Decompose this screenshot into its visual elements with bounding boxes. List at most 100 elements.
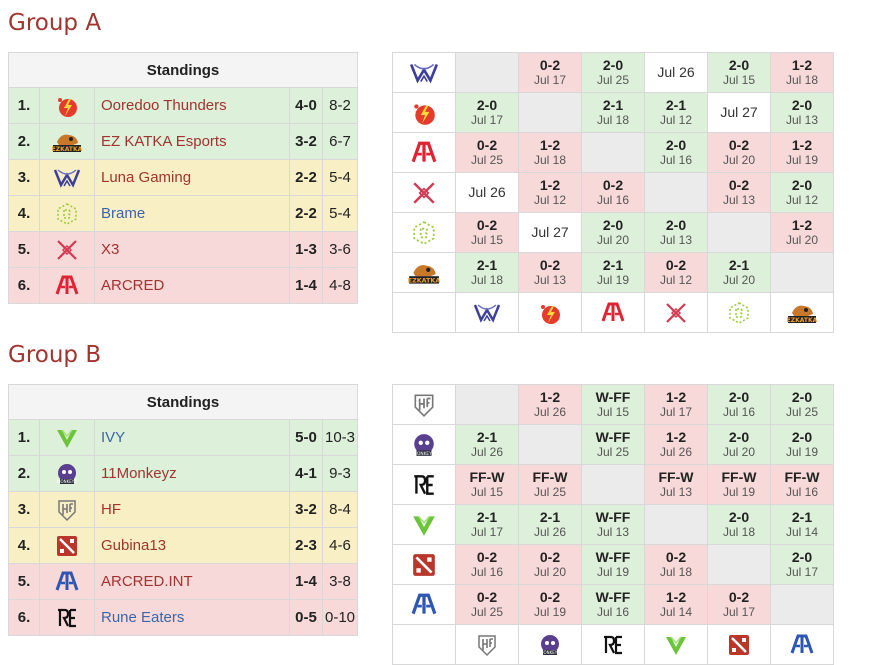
team-link[interactable]: Luna Gaming: [101, 169, 192, 186]
crosstable-row: 0-2 Jul 17 2-0 Jul 25 Jul 26 2-0 Jul 15 1-2 Jul …: [392, 52, 834, 93]
hf-logo-icon: [411, 393, 437, 417]
match-date: Jul 16: [785, 485, 819, 499]
match-result-cell: W-FF Jul 16: [581, 584, 645, 625]
game-score: 5-4: [322, 159, 358, 196]
team-logo-cell: [39, 231, 95, 268]
match-score: 0-2: [476, 137, 498, 153]
team-link[interactable]: IVY: [101, 429, 126, 446]
column-team-logo: [455, 292, 519, 333]
match-result-cell: 1-2 Jul 20: [770, 212, 834, 253]
match-score: 2-2: [289, 159, 323, 196]
rank: 3.: [8, 491, 40, 528]
match-result-cell: 1-2 Jul 26: [518, 384, 582, 425]
match-result-cell: 2-0 Jul 20: [581, 212, 645, 253]
svg-text:MONKEYZ: MONKEYZ: [413, 450, 435, 456]
match-date: Jul 13: [659, 233, 693, 247]
match-date: Jul 12: [659, 273, 693, 287]
match-date: Jul 19: [785, 445, 819, 459]
match-date: Jul 26: [657, 63, 695, 80]
rank: 3.: [8, 159, 40, 196]
hf-logo-icon: [55, 499, 79, 521]
team-logo-cell: [39, 527, 95, 564]
upcoming-match-cell: Jul 27: [707, 92, 771, 133]
standings-row: 3. Luna Gaming 2-2 5-4: [8, 159, 358, 196]
match-date: Jul 26: [470, 445, 504, 459]
luna-logo-icon: [408, 63, 440, 83]
crosstable-row: 2-1 Jul 17 2-1 Jul 26 W-FF Jul 13 2-0 Jul 18 2-1…: [392, 504, 834, 545]
empty-cell: [707, 544, 771, 585]
match-score: FF-W: [532, 469, 568, 485]
team-link[interactable]: X3: [101, 241, 120, 258]
match-result-cell: 1-2 Jul 14: [644, 584, 708, 625]
group-b-title: Group B: [8, 342, 102, 368]
match-score: 2-0: [791, 389, 813, 405]
match-result-cell: 2-0 Jul 13: [644, 212, 708, 253]
team-link[interactable]: Gubina13: [101, 537, 167, 554]
empty-cell: [581, 464, 645, 505]
rank: 5.: [8, 231, 40, 268]
rank: 6.: [8, 599, 40, 636]
standings-row: 3. HF 3-2 8-4: [8, 491, 358, 528]
crosstable-column-header-row: MONKEYZ: [392, 624, 834, 665]
crosstable-row: 2-0 Jul 17 2-1 Jul 18 2-1 Jul 12 Jul 27 2-0 Jul …: [392, 92, 834, 133]
rank: 1.: [8, 87, 40, 124]
row-team-logo: MONKEYZ: [392, 424, 456, 465]
match-score: 2-1: [791, 509, 813, 525]
match-date: Jul 20: [596, 233, 630, 247]
svg-text:EZKATKA: EZKATKA: [52, 146, 83, 153]
group-a-standings-table: Standings 1. Ooredoo Thunders 4-0 8-2 2. EZKA…: [8, 52, 358, 304]
match-result-cell: 2-0 Jul 15: [707, 52, 771, 93]
rank: 4.: [8, 527, 40, 564]
match-score: 2-1: [476, 257, 498, 273]
crosstable-row: 0-2 Jul 25 1-2 Jul 18 2-0 Jul 16 0-2 Jul 20 1-2 J…: [392, 132, 834, 173]
match-score: 0-2: [665, 257, 687, 273]
team-link[interactable]: ARCRED: [101, 277, 165, 294]
match-score: W-FF: [595, 509, 631, 525]
match-result-cell: 2-0 Jul 13: [770, 92, 834, 133]
match-result-cell: 0-2 Jul 17: [518, 52, 582, 93]
match-score: 3-2: [289, 123, 323, 160]
match-date: Jul 26: [468, 183, 506, 200]
match-result-cell: 2-0 Jul 12: [770, 172, 834, 213]
match-result-cell: 2-1 Jul 14: [770, 504, 834, 545]
match-date: Jul 17: [659, 405, 693, 419]
match-result-cell: 2-0 Jul 17: [455, 92, 519, 133]
team-link[interactable]: Ooredoo Thunders: [101, 97, 227, 114]
column-team-logo: [581, 292, 645, 333]
row-team-logo: [392, 384, 456, 425]
row-team-logo: [392, 212, 456, 253]
team-link[interactable]: 11Monkeyz: [101, 465, 177, 482]
game-score: 3-6: [322, 231, 358, 268]
rank: 6.: [8, 267, 40, 304]
match-date: Jul 18: [722, 525, 756, 539]
match-score: 2-0: [791, 177, 813, 193]
empty-cell: [770, 584, 834, 625]
match-date: Jul 17: [722, 605, 756, 619]
match-result-cell: 0-2 Jul 20: [518, 544, 582, 585]
standings-row: 5. X3 1-3 3-6: [8, 231, 358, 268]
match-date: Jul 26: [533, 405, 567, 419]
x3-logo-icon: [411, 181, 437, 204]
match-result-cell: FF-W Jul 16: [770, 464, 834, 505]
crosstable-column-header-row: EZKATKA: [392, 292, 834, 333]
arcred-logo-icon: [55, 275, 79, 294]
team-logo-cell: [39, 419, 95, 456]
svg-text:EZKATKA: EZKATKA: [787, 317, 818, 324]
team-link[interactable]: ARCRED.INT: [101, 573, 193, 590]
match-date: Jul 20: [533, 565, 567, 579]
match-score: 2-0: [602, 217, 624, 233]
match-score: 1-2: [791, 137, 813, 153]
team-name-cell: IVY: [94, 419, 290, 456]
match-date: Jul 20: [722, 153, 756, 167]
match-result-cell: 2-0 Jul 25: [581, 52, 645, 93]
hf-logo-icon: [475, 634, 499, 656]
team-link[interactable]: EZ KATKA Esports: [101, 133, 227, 150]
match-score: 2-0: [728, 57, 750, 73]
team-link[interactable]: Brame: [101, 205, 146, 222]
dota-logo-icon: [727, 634, 751, 655]
x3-logo-icon: [664, 302, 688, 323]
team-link[interactable]: Rune Eaters: [101, 609, 185, 626]
row-team-logo: [392, 172, 456, 213]
team-link[interactable]: HF: [101, 501, 121, 518]
match-result-cell: 1-2 Jul 17: [644, 384, 708, 425]
